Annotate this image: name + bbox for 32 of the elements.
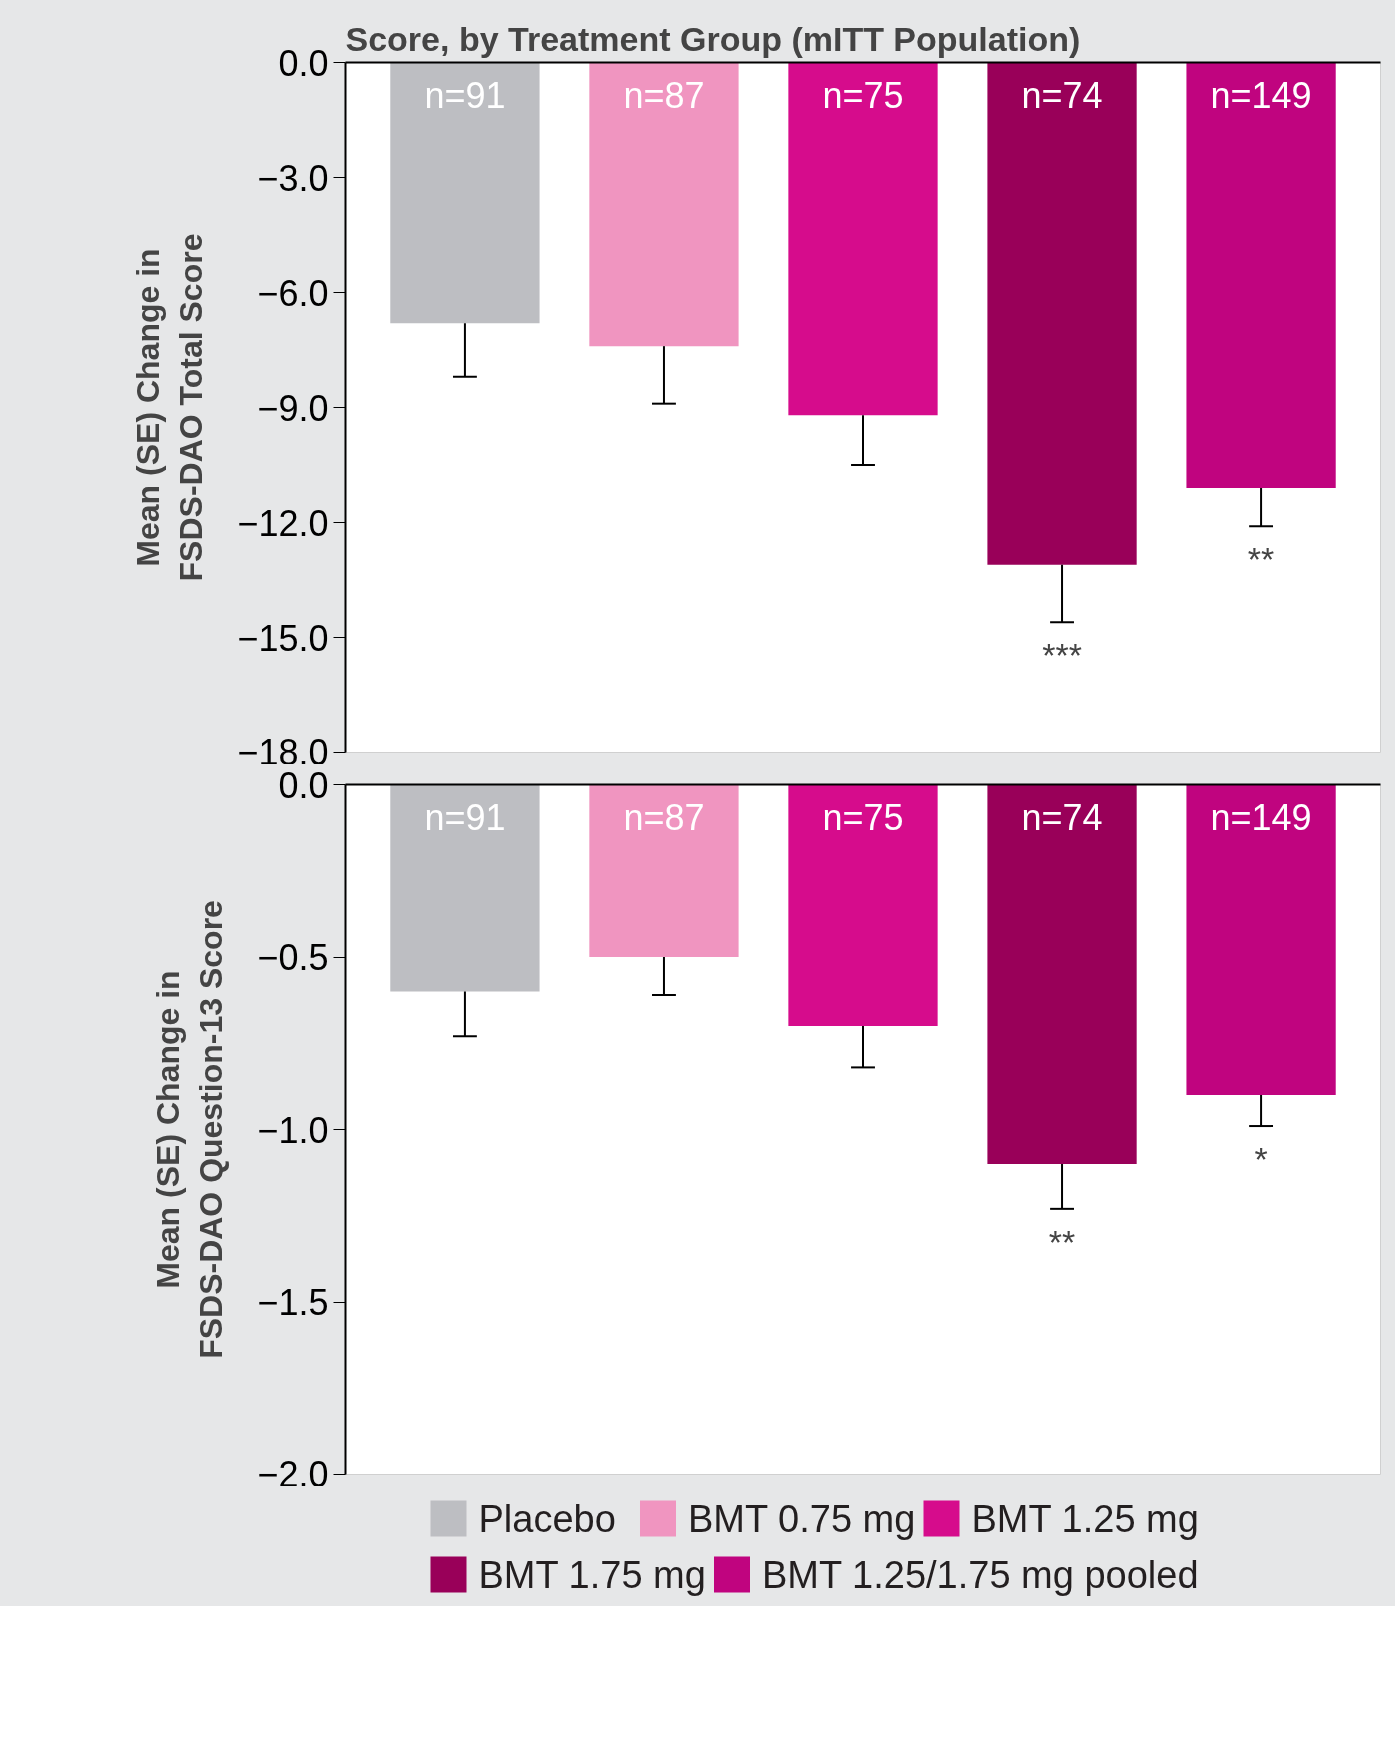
- y-tick-label: −15.0: [237, 617, 329, 659]
- annotation: n=149: [1210, 796, 1312, 838]
- annotation: n=74: [1021, 74, 1103, 116]
- annotation: n=87: [623, 796, 705, 838]
- y-tick-label: −9.0: [257, 387, 329, 429]
- legend-label: BMT 0.75 mg: [688, 1497, 916, 1540]
- y-tick-label: −12.0: [237, 502, 329, 544]
- chart-title: Score, by Treatment Group (mITT Population): [345, 19, 1081, 58]
- y-tick-label: 0.0: [278, 42, 329, 84]
- legend-label: BMT 1.25 mg: [971, 1497, 1199, 1540]
- annotation: n=149: [1210, 74, 1312, 116]
- y-tick-label: −1.5: [257, 1282, 329, 1323]
- y-axis-title: Mean (SE) Change in FSDS-DAO Total Score: [130, 233, 210, 582]
- y-axis-title: Mean (SE) Change in FSDS-DAO Question-13 Score: [150, 900, 230, 1359]
- legend-label: BMT 1.75 mg: [478, 1553, 706, 1596]
- annotation: n=75: [822, 796, 904, 838]
- annotation: ***: [1042, 636, 1082, 675]
- annotation: n=87: [623, 74, 705, 116]
- y-tick-label: −1.0: [257, 1109, 329, 1151]
- y-tick-label: 0.0: [278, 764, 329, 806]
- annotation: *: [1254, 1140, 1268, 1179]
- y-tick-label: −0.5: [257, 937, 329, 978]
- y-tick-label: −6.0: [257, 272, 329, 314]
- annotation: n=91: [424, 796, 506, 838]
- legend-label: Placebo: [478, 1497, 616, 1540]
- annotation: **: [1247, 540, 1275, 579]
- annotation: n=74: [1021, 796, 1103, 838]
- annotation: n=91: [424, 74, 506, 116]
- annotation: n=75: [822, 74, 904, 116]
- legend-label: BMT 1.25/1.75 mg pooled: [762, 1553, 1199, 1596]
- annotation: **: [1048, 1222, 1076, 1261]
- y-tick-label: −3.0: [257, 157, 329, 199]
